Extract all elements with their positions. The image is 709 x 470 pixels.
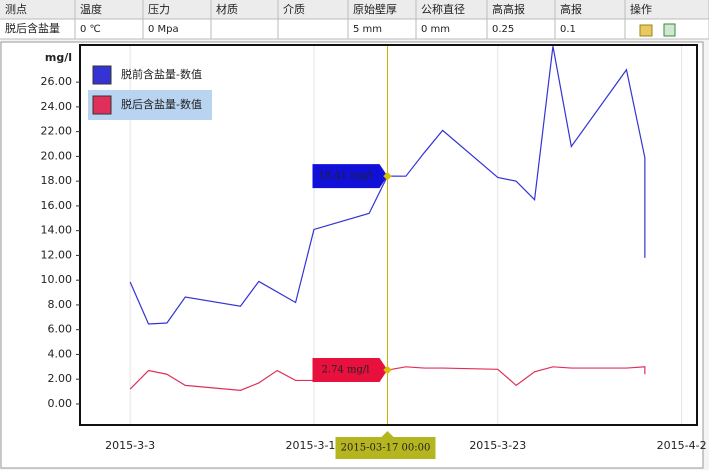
table-header-cell: 操作	[630, 2, 652, 16]
y-tick-label: 6.00	[48, 323, 73, 336]
table-cell: 0 ℃	[80, 24, 101, 35]
tooltip-box	[312, 164, 388, 189]
y-tick-label: 26.00	[41, 75, 73, 88]
legend-label: 脱后含盐量-数值	[121, 97, 202, 111]
y-tick-label: 2.00	[48, 372, 73, 385]
legend-swatch	[92, 65, 112, 85]
y-tick-label: 14.00	[41, 224, 73, 237]
table-cell: 5 mm	[353, 24, 382, 35]
tooltip-label: 18.41 mg/l	[318, 171, 372, 182]
y-tick-label: 24.00	[41, 100, 73, 113]
table-header-cell: 高报	[560, 2, 582, 16]
tooltip-label: 2.74 mg/l	[322, 365, 370, 376]
table-header-cell: 材质	[216, 2, 238, 16]
table-header-cell: 测点	[5, 3, 27, 16]
y-tick-label: 0.00	[48, 397, 73, 410]
table-header-cell: 压力	[148, 3, 170, 16]
x-tick-label: 2015-3-23	[469, 439, 526, 452]
table-cell: 0 mm	[421, 24, 450, 35]
crosshair-dot	[383, 171, 392, 181]
table-header-bg	[0, 0, 709, 19]
edit-icon[interactable]	[639, 24, 653, 37]
y-unit: mg/l	[45, 51, 72, 64]
export-icon[interactable]	[663, 23, 676, 37]
table-header-cell: 原始壁厚	[353, 2, 397, 16]
table-header-cell: 高高报	[492, 2, 525, 16]
legend-label: 脱前含盐量-数值	[121, 67, 202, 81]
y-tick-label: 20.00	[41, 149, 73, 162]
table-cell: 0.1	[560, 24, 576, 35]
y-tick-label: 22.00	[41, 125, 73, 138]
y-tick-label: 4.00	[48, 347, 73, 360]
series-line	[129, 366, 646, 391]
table-header-cell: 温度	[80, 2, 102, 16]
tooltip-box	[312, 358, 388, 383]
table-cell: 0.25	[492, 24, 514, 35]
y-tick-label: 12.00	[41, 248, 73, 261]
legend-swatch	[92, 95, 112, 115]
y-tick-label: 16.00	[41, 199, 73, 212]
series-line	[129, 46, 646, 325]
table-header-cell: 公称直径	[421, 2, 465, 16]
x-tick-label: 2015-3-3	[105, 439, 155, 452]
crosshair-pointer	[381, 431, 394, 437]
crosshair-dot	[383, 365, 392, 375]
table-header-cell: 介质	[283, 3, 305, 16]
table-row-bg	[0, 19, 709, 39]
y-tick-label: 8.00	[48, 298, 73, 311]
crosshair-label-bg	[335, 437, 436, 459]
table-cell: 脱后含盐量	[5, 21, 60, 35]
table-cell: 0 Mpa	[148, 24, 179, 35]
y-tick-label: 18.00	[41, 174, 73, 187]
x-tick-label: 2015-3-13	[286, 439, 343, 452]
action-icons[interactable]	[639, 23, 676, 37]
y-tick-label: 10.00	[41, 273, 73, 286]
crosshair-label: 2015-03-17 00:00	[341, 443, 431, 454]
x-tick-label: 2015-4-2	[657, 439, 707, 452]
